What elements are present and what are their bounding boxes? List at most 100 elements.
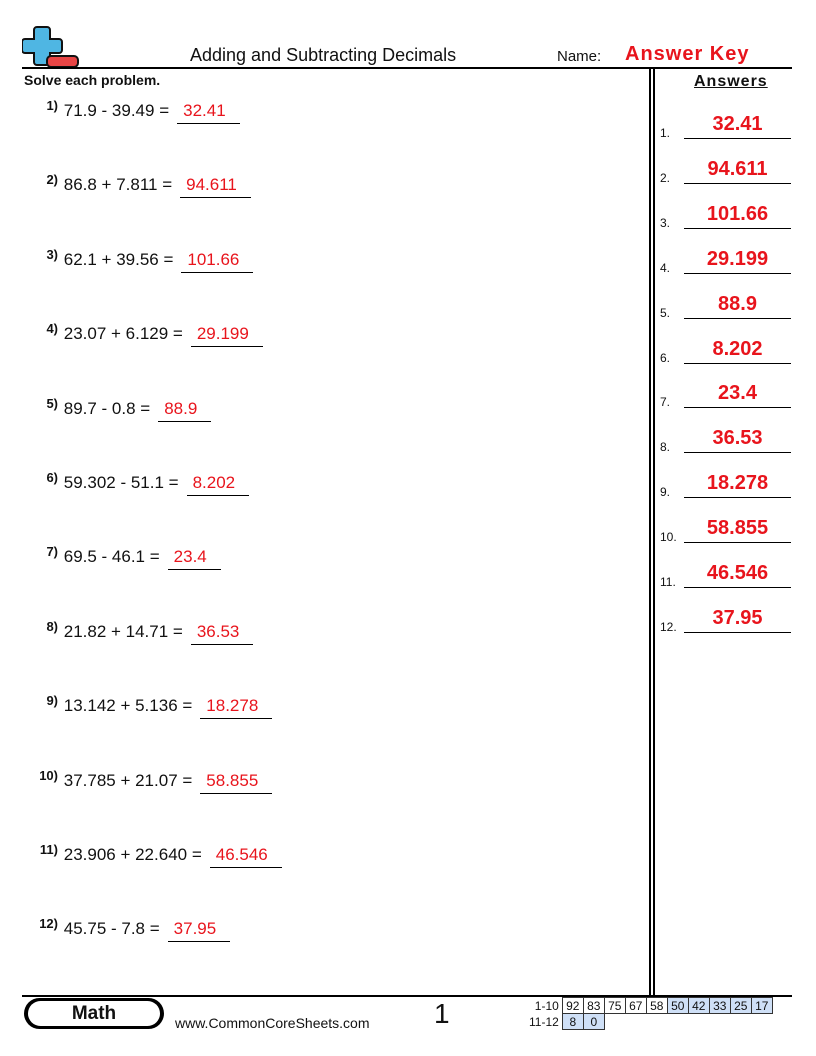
problem-expression: 71.9 - 39.49 = <box>63 101 170 120</box>
answer-key-value: 36.53 <box>684 427 791 454</box>
problem-12: 12) 45.75 - 7.8 = 37.95 <box>24 916 231 943</box>
problem-number: 12) <box>39 916 58 932</box>
problem-7: 7) 69.5 - 46.1 = 23.4 <box>24 544 221 571</box>
answer-key-row: 11. 46.546 <box>660 559 792 589</box>
problem-number: 4) <box>46 321 58 337</box>
answer-key-value: 8.202 <box>684 338 791 364</box>
problem-expression: 37.785 + 21.07 = <box>63 770 193 790</box>
problem-5: 5) 89.7 - 0.8 = 88.9 <box>24 395 212 422</box>
answer-key-row: 6. 8.202 <box>660 335 792 365</box>
problem-number: 2) <box>46 172 58 188</box>
score-cell: 67 <box>624 997 647 1014</box>
answer-key-number: 9. <box>660 485 671 500</box>
answer-key-row: 7. 23.4 <box>660 379 792 409</box>
answer-key-number: 8. <box>660 440 671 455</box>
problem-expression: 69.5 - 46.1 = <box>63 547 160 567</box>
answer-key-number: 12. <box>660 619 677 634</box>
site-url: www.CommonCoreSheets.com <box>175 1015 370 1031</box>
column-divider <box>649 68 651 996</box>
problem-number: 7) <box>46 544 58 560</box>
answer-key-row: 3. 101.66 <box>660 200 792 230</box>
score-row: 1-10 92 83 75 67 58 50 42 33 25 17 <box>526 997 773 1014</box>
column-divider <box>653 68 655 996</box>
answer-key-row: 9. 18.278 <box>660 469 792 499</box>
header-divider <box>22 67 792 69</box>
score-cell: 50 <box>666 997 689 1014</box>
answer-key-value: 101.66 <box>684 203 791 229</box>
problem-number: 5) <box>46 395 58 411</box>
answer-key-value: 58.855 <box>684 517 791 544</box>
problem-number: 10) <box>39 767 58 783</box>
answer-key-row: 10. 58.855 <box>660 514 792 544</box>
footer-divider <box>22 995 792 997</box>
score-table: 1-10 92 83 75 67 58 50 42 33 25 17 11-12 8 0 <box>526 997 773 1030</box>
score-cell: 42 <box>687 997 710 1014</box>
answer-key-value: 32.41 <box>684 113 791 139</box>
problem-expression: 59.302 - 51.1 = <box>63 473 179 492</box>
answer-key-row: 4. 29.199 <box>660 245 792 275</box>
answer-key-number: 3. <box>660 215 671 230</box>
subject-badge: Math <box>24 998 164 1029</box>
problem-answer: 37.95 <box>167 919 231 943</box>
problem-6: 6) 59.302 - 51.1 = 8.202 <box>24 470 250 496</box>
answer-key-value: 29.199 <box>684 248 791 274</box>
problem-expression: 21.82 + 14.71 = <box>63 621 183 641</box>
answer-key-row: 2. 94.611 <box>660 155 792 185</box>
problem-answer: 18.278 <box>200 696 273 720</box>
score-range-label: 11-12 <box>529 1014 559 1029</box>
problem-answer: 101.66 <box>181 250 254 273</box>
score-cell: 83 <box>582 997 605 1014</box>
plus-minus-logo <box>22 26 79 68</box>
answer-key-number: 6. <box>660 350 671 365</box>
problem-expression: 62.1 + 39.56 = <box>63 249 174 269</box>
score-cell: 8 <box>561 1013 584 1030</box>
score-cell: 92 <box>561 997 584 1014</box>
problem-3: 3) 62.1 + 39.56 = 101.66 <box>24 246 254 273</box>
answers-heading: Answers <box>694 73 768 90</box>
problem-answer: 94.611 <box>180 175 251 199</box>
problem-answer: 88.9 <box>158 399 212 422</box>
answer-key-row: 8. 36.53 <box>660 424 792 454</box>
answer-key-number: 7. <box>660 395 671 410</box>
problem-answer: 23.4 <box>167 547 221 571</box>
score-row: 11-12 8 0 <box>526 1013 772 1030</box>
answer-key-row: 5. 88.9 <box>660 290 792 320</box>
name-label: Name: <box>557 48 602 65</box>
answer-key-number: 5. <box>660 305 671 320</box>
answer-key-number: 11. <box>660 575 676 589</box>
subject-label: Math <box>28 1001 160 1026</box>
name-value: Answer Key <box>625 43 750 65</box>
problem-expression: 89.7 - 0.8 = <box>63 398 151 418</box>
problem-answer: 8.202 <box>186 473 250 496</box>
problem-10: 10) 37.785 + 21.07 = 58.855 <box>24 767 273 794</box>
problem-number: 3) <box>46 246 58 262</box>
problem-8: 8) 21.82 + 14.71 = 36.53 <box>24 618 254 645</box>
answer-key-row: 1. 32.41 <box>660 110 792 140</box>
problem-number: 1) <box>46 98 58 113</box>
answer-key-value: 94.611 <box>684 158 791 184</box>
answer-key-row: 12. 37.95 <box>660 604 792 634</box>
problem-number: 11) <box>39 842 58 857</box>
score-cell: 25 <box>729 997 752 1014</box>
page-number: 1 <box>434 998 450 1029</box>
answer-key-value: 23.4 <box>684 382 791 409</box>
problem-number: 8) <box>46 618 58 634</box>
problem-2: 2) 86.8 + 7.811 = 94.611 <box>24 172 251 199</box>
score-cell: 0 <box>582 1013 605 1030</box>
problem-4: 4) 23.07 + 6.129 = 29.199 <box>24 321 263 348</box>
score-range-label: 1-10 <box>534 998 559 1013</box>
answer-key-value: 46.546 <box>684 562 791 588</box>
answer-key-number: 10. <box>660 530 677 545</box>
problem-11: 11) 23.906 + 22.640 = 46.546 <box>24 842 282 868</box>
problem-9: 9) 13.142 + 5.136 = 18.278 <box>24 693 273 720</box>
problem-answer: 46.546 <box>209 845 282 868</box>
problem-answer: 29.199 <box>190 324 263 348</box>
score-cell: 75 <box>603 997 626 1014</box>
answer-key-number: 1. <box>660 126 671 140</box>
worksheet-title: Adding and Subtracting Decimals <box>190 45 457 65</box>
problem-answer: 58.855 <box>200 771 273 794</box>
problem-expression: 86.8 + 7.811 = <box>63 175 173 195</box>
problem-answer: 32.41 <box>177 101 240 124</box>
problem-expression: 23.906 + 22.640 = <box>63 845 202 864</box>
